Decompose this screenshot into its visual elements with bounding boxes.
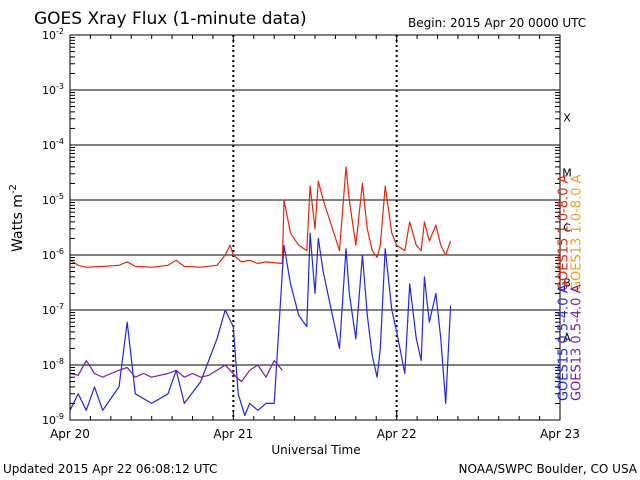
y-tick-label: 10-3: [42, 82, 64, 97]
x-tick-label: Apr 20: [50, 427, 90, 441]
flare-class-c: C: [563, 222, 571, 235]
x-axis-label: Universal Time: [271, 443, 360, 457]
x-tick-label: Apr 22: [377, 427, 417, 441]
footer-credit: NOAA/SWPC Boulder, CO USA: [459, 462, 638, 476]
legend-label-goes15-1-0-8-0-a: GOES15 1.0-8.0 A: [556, 174, 571, 291]
legend-label-goes13-0-5-4-0-a: GOES13 0.5-4.0 A: [569, 284, 584, 401]
y-axis-label-main: Watts m: [10, 194, 26, 252]
tick-layer: 10-9 10-8 10-7 10-6 10-5 10-4 10-3 10-2 Apr 20 Ap…: [42, 27, 580, 441]
series-layer: [69, 166, 452, 417]
grid-layer: [70, 35, 560, 420]
chart-title: GOES Xray Flux (1-minute data): [34, 9, 307, 29]
y-axis-label-sup: -2: [8, 184, 19, 194]
flare-class-b: B: [563, 277, 571, 290]
y-tick-label: 10-8: [42, 357, 64, 372]
series-line-goes15-0-5-4-0-a: [69, 232, 452, 417]
x-tick-label: Apr 21: [213, 427, 253, 441]
begin-label: Begin: 2015 Apr 20 0000 UTC: [408, 16, 586, 30]
y-axis-label: Watts m-2: [8, 184, 26, 252]
legend-label-goes15-0-5-4-0-a: GOES15 0.5-4.0 A: [556, 284, 571, 401]
y-tick-label: 10-7: [42, 302, 64, 317]
flare-class-layer: A B C M X: [562, 112, 572, 345]
y-tick-label: 10-2: [42, 27, 64, 42]
flare-class-m: M: [562, 167, 572, 180]
series-line-goes15-1-0-8-0-a: [69, 166, 452, 268]
y-tick-label: 10-4: [42, 137, 64, 152]
flare-class-a: A: [563, 332, 571, 345]
x-tick-label: Apr 23: [540, 427, 580, 441]
flare-class-x: X: [563, 112, 571, 125]
footer-updated: Updated 2015 Apr 22 06:08:12 UTC: [3, 462, 217, 476]
y-tick-label: 10-6: [42, 247, 64, 262]
y-tick-label: 10-5: [42, 192, 64, 207]
legend-label-goes13-1-0-8-0-a: GOES13 1.0-8.0 A: [569, 174, 584, 291]
series-line-goes13-0-5-4-0-a: [69, 360, 283, 383]
y-tick-label: 10-9: [42, 412, 64, 427]
